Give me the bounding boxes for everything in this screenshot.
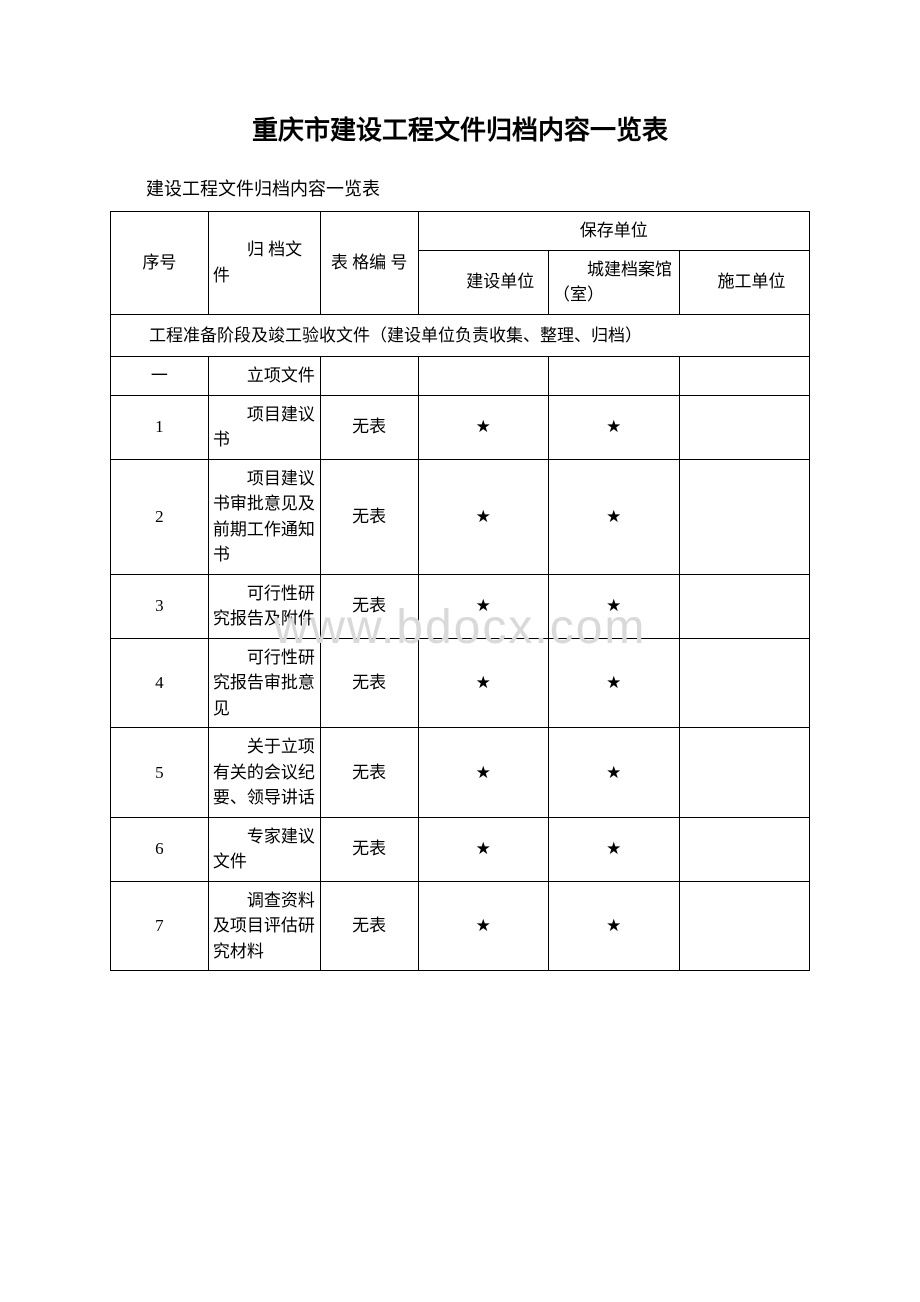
cell-form: 无表	[320, 459, 418, 574]
header-unit2: 城建档案馆（室）	[549, 250, 679, 314]
cell-file: 项目建议书	[208, 395, 320, 459]
section-header: 工程准备阶段及竣工验收文件（建设单位负责收集、整理、归档）	[111, 314, 810, 357]
cell-unit1: ★	[418, 638, 548, 728]
cell-form: 无表	[320, 395, 418, 459]
archive-table: 序号 归 档文 件 表 格编 号 保存单位 建设单位 城建档案馆（室） 施工单位…	[110, 211, 810, 971]
cell-unit3	[679, 574, 809, 638]
header-unit3: 施工单位	[679, 250, 809, 314]
table-row: 1 项目建议书 无表 ★ ★	[111, 395, 810, 459]
document-subtitle: 建设工程文件归档内容一览表	[110, 175, 810, 201]
cell-unit2: ★	[549, 395, 679, 459]
cell-unit3	[679, 728, 809, 818]
table-row: 4 可行性研究报告审批意见 无表 ★ ★	[111, 638, 810, 728]
cell-unit1	[418, 357, 548, 396]
header-file: 归 档文 件	[208, 212, 320, 315]
cell-file: 专家建议文件	[208, 817, 320, 881]
header-form: 表 格编 号	[320, 212, 418, 315]
cell-unit2	[549, 357, 679, 396]
cell-unit1: ★	[418, 881, 548, 971]
cell-unit1: ★	[418, 395, 548, 459]
header-row-1: 序号 归 档文 件 表 格编 号 保存单位	[111, 212, 810, 251]
cell-seq: 一	[111, 357, 209, 396]
cell-file: 立项文件	[208, 357, 320, 396]
cell-file: 关于立项有关的会议纪要、领导讲话	[208, 728, 320, 818]
document-title: 重庆市建设工程文件归档内容一览表	[110, 110, 810, 147]
cell-seq: 4	[111, 638, 209, 728]
cell-seq: 5	[111, 728, 209, 818]
cell-unit3	[679, 638, 809, 728]
table-row: 2 项目建议书审批意见及前期工作通知书 无表 ★ ★	[111, 459, 810, 574]
cell-unit1: ★	[418, 817, 548, 881]
cell-form	[320, 357, 418, 396]
cell-seq: 2	[111, 459, 209, 574]
cell-unit2: ★	[549, 817, 679, 881]
table-row: 3 可行性研究报告及附件 无表 ★ ★	[111, 574, 810, 638]
cell-file: 调查资料及项目评估研究材料	[208, 881, 320, 971]
cell-unit2: ★	[549, 728, 679, 818]
table-row: 6 专家建议文件 无表 ★ ★	[111, 817, 810, 881]
cell-unit3	[679, 395, 809, 459]
section-header-row: 工程准备阶段及竣工验收文件（建设单位负责收集、整理、归档）	[111, 314, 810, 357]
cell-unit3	[679, 357, 809, 396]
cell-file: 项目建议书审批意见及前期工作通知书	[208, 459, 320, 574]
cell-form: 无表	[320, 817, 418, 881]
header-unit1: 建设单位	[418, 250, 548, 314]
cell-unit3	[679, 881, 809, 971]
cell-unit2: ★	[549, 459, 679, 574]
cell-file: 可行性研究报告审批意见	[208, 638, 320, 728]
cell-form: 无表	[320, 881, 418, 971]
cell-unit2: ★	[549, 881, 679, 971]
cell-form: 无表	[320, 728, 418, 818]
cell-seq: 3	[111, 574, 209, 638]
cell-seq: 1	[111, 395, 209, 459]
table-row: 一 立项文件	[111, 357, 810, 396]
cell-seq: 7	[111, 881, 209, 971]
header-storage: 保存单位	[418, 212, 809, 251]
cell-seq: 6	[111, 817, 209, 881]
table-row: 5 关于立项有关的会议纪要、领导讲话 无表 ★ ★	[111, 728, 810, 818]
cell-unit1: ★	[418, 728, 548, 818]
cell-file: 可行性研究报告及附件	[208, 574, 320, 638]
header-seq: 序号	[111, 212, 209, 315]
cell-unit3	[679, 817, 809, 881]
cell-unit1: ★	[418, 459, 548, 574]
cell-unit1: ★	[418, 574, 548, 638]
cell-unit3	[679, 459, 809, 574]
cell-form: 无表	[320, 574, 418, 638]
cell-form: 无表	[320, 638, 418, 728]
cell-unit2: ★	[549, 638, 679, 728]
cell-unit2: ★	[549, 574, 679, 638]
table-row: 7 调查资料及项目评估研究材料 无表 ★ ★	[111, 881, 810, 971]
